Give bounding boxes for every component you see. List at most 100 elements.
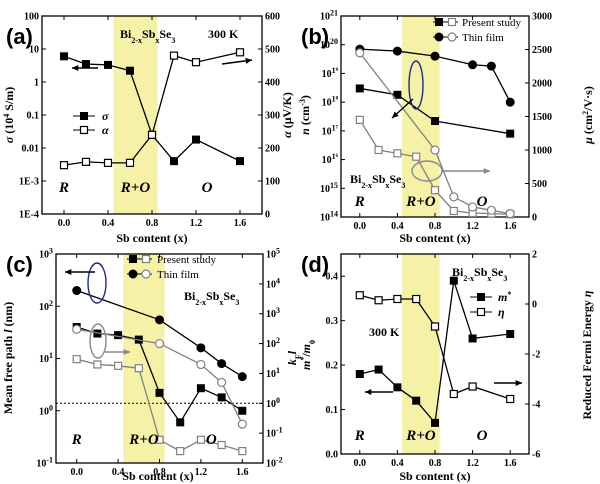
legend-a: σα: [73, 109, 109, 137]
c-xtick-label-1: 0.4: [112, 467, 125, 478]
data-point-p3-s2-4: [155, 435, 164, 444]
panel-label-b: (b): [301, 24, 329, 49]
d-ytick-label-1: 0.1: [326, 405, 339, 416]
phase-label-pc-1: R+O: [128, 432, 159, 448]
ellipse-b-n: [408, 60, 424, 110]
data-point-p2-s1-5: [505, 97, 515, 107]
data-point-p3-s1-1: [155, 315, 164, 325]
data-point-p3-s1-4: [237, 372, 247, 382]
d-ytick-right-label-2: -2: [532, 350, 540, 361]
a-xtick-label-3: 1.2: [190, 218, 203, 229]
b-ytick-label-0: 1014: [320, 209, 338, 224]
x-axis-title-a: Sb content (x): [116, 231, 187, 245]
d-ytick-right-label-4: 2: [532, 250, 537, 261]
b-ytick-label-7: 1021: [320, 8, 338, 23]
legend-marker-d-1: [476, 307, 486, 317]
data-point-p1-s1-6: [191, 58, 201, 67]
c-ytick-right-label-2: 100: [266, 395, 280, 410]
data-point-p3-s2-5: [176, 447, 185, 456]
data-point-p2-s1-3: [468, 60, 478, 70]
data-point-p2-s1-4: [486, 61, 496, 71]
b-ytick-label-4: 101⁸: [322, 94, 339, 109]
data-point-p3-s3-1: [154, 338, 165, 349]
data-point-p3-s2-6: [196, 435, 205, 444]
a-ytick-label-2: 0.01: [22, 144, 40, 155]
d-xtick-label-0: 0.0: [354, 458, 367, 469]
data-point-p2-s0-0: [355, 84, 364, 93]
legend-marker-b-1b: [447, 32, 457, 42]
data-point-p2-s1-2: [430, 51, 440, 61]
data-point-p4-s1-7: [506, 394, 515, 404]
d-xtick-label-2: 0.8: [429, 458, 442, 469]
arrow-c-right-head: [123, 348, 130, 356]
c-ytick-right-label-4: 102: [266, 336, 280, 351]
d-xtick-label-1: 0.4: [391, 458, 404, 469]
data-point-p2-s3-5: [505, 209, 515, 219]
c-ytick-label-4: 103: [39, 246, 53, 261]
y-axis-title-c: Mean free path l (nm): [1, 302, 15, 414]
a-ytick-label-5: 10: [29, 45, 39, 56]
data-point-p2-s0-2: [431, 117, 439, 126]
data-point-p2-s2-5: [449, 206, 458, 216]
data-point-p2-s3-2: [449, 192, 459, 202]
data-point-p2-s2-0: [355, 115, 364, 124]
data-point-p4-s1-2: [393, 294, 402, 304]
data-point-p3-s1-3: [217, 359, 227, 369]
d-ytick-right-label-0: -6: [532, 450, 540, 461]
d-ytick-label-3: 0.3: [326, 316, 339, 327]
data-point-p2-s2-3: [412, 152, 421, 161]
data-point-p4-s0-6: [468, 334, 477, 343]
arrow-b-right-head: [483, 167, 490, 175]
y-axis-title-a: σ (104 S/m): [2, 87, 17, 143]
data-point-p1-s0-2: [104, 60, 112, 69]
phase-label-pa-1: R+O: [120, 180, 151, 196]
b-xtick-label-2: 0.8: [429, 221, 442, 232]
material-label-a: Bi2-xSbxSe3: [120, 27, 175, 45]
x-axis-title-c: Sb content (x): [122, 469, 193, 483]
data-point-p1-s1-1: [81, 157, 91, 166]
b-ytick-label-5: 101⁹: [322, 65, 339, 80]
data-point-p3-s2-0: [72, 355, 81, 364]
data-point-p3-s3-4: [237, 419, 247, 429]
data-point-p2-s2-4: [430, 186, 440, 195]
c-xtick-label-0: 0.0: [70, 467, 83, 478]
arrow-d-right-head: [515, 379, 522, 387]
data-point-p3-s2-8: [238, 447, 247, 456]
legend-c: Present study Thin film: [127, 254, 216, 281]
y-axis-title-right-c: kFl: [285, 350, 303, 365]
data-point-p2-s2-2: [393, 149, 402, 158]
c-ytick-right-label-3: 101: [266, 365, 280, 380]
data-point-p2-s3-3: [468, 202, 478, 212]
c-ytick-label-1: 100: [39, 403, 53, 418]
data-point-p3-s0-4: [155, 388, 164, 397]
panel-c: 0.0 0.4 0.8 1.2 1.6 10-1 100 101 102 103 10-2 10-1 1…: [1, 246, 303, 483]
panel-label-d: (d): [301, 252, 329, 277]
c-ytick-right-label-1: 10-1: [266, 425, 283, 440]
data-point-p4-s1-0: [355, 291, 364, 300]
c-xtick-label-3: 1.2: [195, 467, 208, 478]
phase-label-pc-2: O: [206, 432, 217, 448]
data-point-p2-s0-3: [506, 129, 515, 138]
data-point-p4-s1-6: [468, 382, 477, 391]
d-ytick-label-2: 0.2: [326, 361, 339, 372]
b-ytick-right-label-6: 3000: [532, 12, 552, 23]
data-point-p1-s1-3: [125, 158, 135, 167]
temperature-label-a: 300 K: [208, 27, 239, 41]
data-point-p1-s1-2: [103, 158, 113, 167]
data-point-p3-s0-5: [176, 418, 185, 427]
x-axis-title-d: Sb content (x): [399, 469, 470, 483]
data-point-p2-s0-1: [393, 90, 402, 99]
a-xtick-label-4: 1.6: [234, 218, 247, 229]
a-xtick-label-2: 0.8: [146, 218, 159, 229]
data-point-p2-s1-1: [392, 46, 402, 56]
data-point-p4-s0-4: [431, 418, 439, 427]
a-ytick-right-label-5: 500: [265, 45, 280, 56]
c-ytick-label-3: 102: [39, 298, 53, 313]
data-point-p1-s0-7: [236, 157, 244, 166]
b-ytick-label-1: 1015: [320, 180, 338, 195]
phase-label-pa-2: O: [202, 180, 213, 196]
legend-label-d-0: m*: [498, 290, 511, 305]
y-axis-title-right-d: Reduced Fermi Energy η: [580, 290, 594, 419]
a-xtick-label-1: 0.4: [102, 218, 115, 229]
